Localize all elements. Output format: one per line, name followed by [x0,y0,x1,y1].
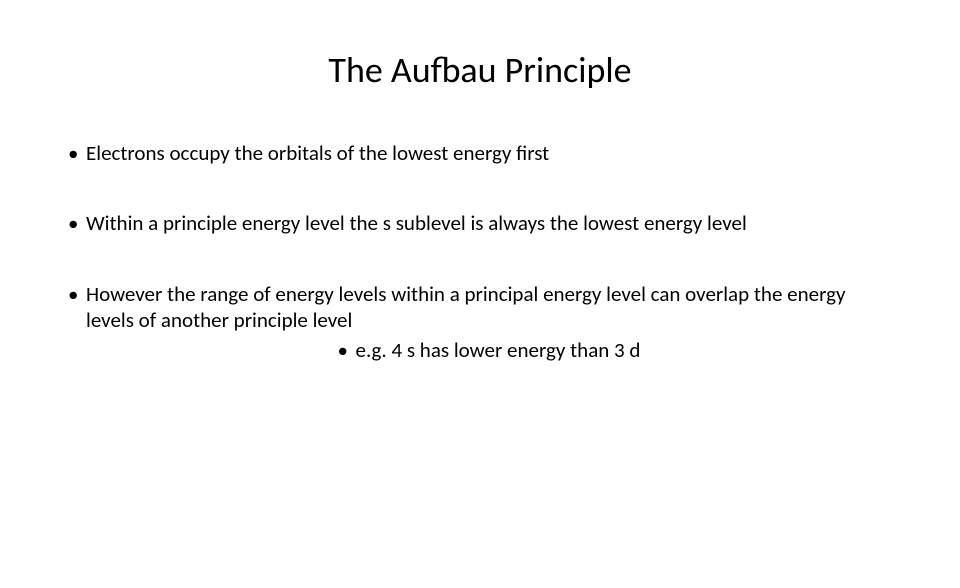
bullet-list: Electrons occupy the orbitals of the low… [68,140,892,363]
list-item: However the range of energy levels withi… [68,281,892,364]
list-item: Electrons occupy the orbitals of the low… [68,140,892,166]
slide-body: Electrons occupy the orbitals of the low… [0,140,960,363]
sub-bullet-text: e.g. 4 s has lower energy than 3 d [356,337,641,363]
bullet-text: However the range of energy levels withi… [86,281,846,333]
list-item: e.g. 4 s has lower energy than 3 d [338,337,641,363]
slide: The Aufbau Principle Electrons occupy th… [0,48,960,588]
bullet-text: Electrons occupy the orbitals of the low… [86,140,549,166]
list-item: Within a principle energy level the s su… [68,210,892,236]
slide-title: The Aufbau Principle [0,48,960,92]
bullet-text: Within a principle energy level the s su… [86,210,747,236]
sub-bullet-list: e.g. 4 s has lower energy than 3 d [86,337,892,363]
